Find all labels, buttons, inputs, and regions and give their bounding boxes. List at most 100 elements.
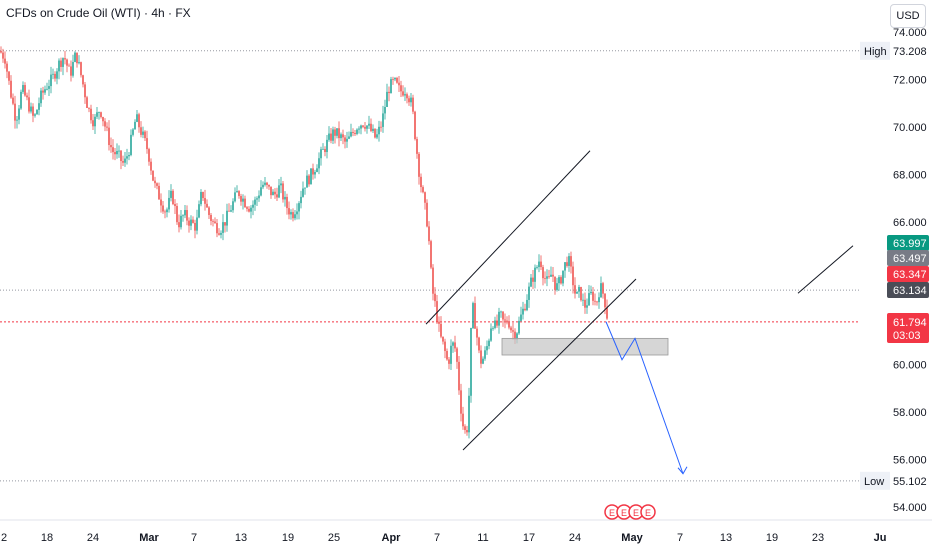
candle-body <box>336 128 338 136</box>
candle-body <box>184 210 186 216</box>
candle-body <box>536 267 538 268</box>
candle-body <box>186 210 188 221</box>
time-axis[interactable]: 2 18 24 Mar 7 13 19 25 Apr 7 11 17 24 May 7 13 19 23 Ju <box>1 532 886 544</box>
candle-body <box>102 117 104 122</box>
time-tick-label: 7 <box>191 532 197 544</box>
time-tick-label: Ju <box>874 532 887 544</box>
candle-body <box>130 134 132 156</box>
candle-body <box>306 175 308 188</box>
candle-body <box>4 58 6 64</box>
time-tick-label: 25 <box>328 532 340 544</box>
candle-body <box>474 303 476 329</box>
candle-body <box>542 267 544 279</box>
candle-body <box>18 108 20 120</box>
price-tick-label: 70.000 <box>893 122 927 134</box>
candle-body <box>30 106 32 112</box>
candle-body <box>516 333 518 340</box>
candle-body <box>422 187 424 193</box>
candle-body <box>94 116 96 127</box>
candle-body <box>116 150 118 155</box>
candle-body <box>602 283 604 294</box>
candle-body <box>364 126 366 129</box>
chart-title: CFDs on Crude Oil (WTI) · 4h · FX <box>6 6 191 20</box>
candle-body <box>404 94 406 96</box>
low-tag-bg <box>860 471 890 490</box>
candle-body <box>258 195 260 199</box>
candle-body <box>204 198 206 204</box>
high-tag-bg <box>860 41 890 60</box>
candle-body <box>32 106 34 116</box>
candle-body <box>238 191 240 197</box>
price-tick-label: 72.000 <box>893 75 927 87</box>
candle-body <box>480 350 482 364</box>
candle-body <box>58 60 60 72</box>
candle-body <box>312 168 314 175</box>
candle-body <box>506 320 508 323</box>
candle-body <box>278 185 280 198</box>
candle-body <box>52 73 54 75</box>
candle-body <box>382 113 384 127</box>
candle-body <box>262 184 264 188</box>
candle-body <box>280 183 282 186</box>
candle-body <box>338 128 340 139</box>
candle-body <box>78 62 80 64</box>
time-tick-label: Mar <box>139 532 159 544</box>
candle-body <box>40 90 42 104</box>
candle-body <box>332 129 334 141</box>
candle-body <box>286 196 288 209</box>
price-tag-bg <box>887 282 929 298</box>
trend-line <box>797 245 854 294</box>
candle-body <box>498 311 500 326</box>
candle-body <box>294 214 296 219</box>
time-tick-label: 24 <box>569 532 581 544</box>
time-tick-label: May <box>621 532 643 544</box>
time-tick-label: 23 <box>812 532 824 544</box>
candle-body <box>388 91 390 94</box>
candle-body <box>22 85 24 92</box>
candle-body <box>162 205 164 212</box>
candle-body <box>74 52 76 62</box>
candle-body <box>456 348 458 362</box>
candle-body <box>440 323 442 337</box>
candle-body <box>396 77 398 83</box>
candle-body <box>268 184 270 187</box>
economic-event-icon[interactable]: E <box>604 504 620 520</box>
time-tick-label: 7 <box>677 532 683 544</box>
candle-body <box>606 307 608 319</box>
price-tick-label: 74.000 <box>893 27 927 39</box>
price-tick-label: 68.000 <box>893 170 927 182</box>
price-tag-value: 63.997 <box>893 238 927 250</box>
current-price-tag-bg <box>887 313 929 343</box>
candle-body <box>196 217 198 231</box>
candle-body <box>80 62 82 76</box>
price-tag-value: 63.134 <box>893 285 927 297</box>
candle-body <box>368 123 370 126</box>
candle-body <box>190 219 192 226</box>
candle-body <box>310 168 312 185</box>
candle-body <box>140 127 142 135</box>
candle-body <box>562 270 564 284</box>
candle-body <box>64 58 66 60</box>
candle-body <box>126 156 128 159</box>
economic-event-icon[interactable]: E <box>640 504 656 520</box>
currency-button[interactable]: USD <box>890 4 926 28</box>
candle-body <box>108 127 110 146</box>
candle-body <box>212 220 214 222</box>
candle-body <box>520 314 522 321</box>
support-zone <box>501 337 669 356</box>
price-tag-bg <box>887 235 929 251</box>
candle-body <box>274 191 276 195</box>
candle-body <box>386 91 388 107</box>
candle-body <box>482 358 484 364</box>
time-tick-label: 13 <box>235 532 247 544</box>
candle-body <box>44 89 46 93</box>
candle-body <box>170 190 172 198</box>
candle-body <box>106 126 108 128</box>
candle-body <box>484 350 486 359</box>
candle-body <box>472 303 474 328</box>
price-tick-label: 58.000 <box>893 407 927 419</box>
candle-body <box>570 256 572 267</box>
channel-line <box>462 278 637 451</box>
